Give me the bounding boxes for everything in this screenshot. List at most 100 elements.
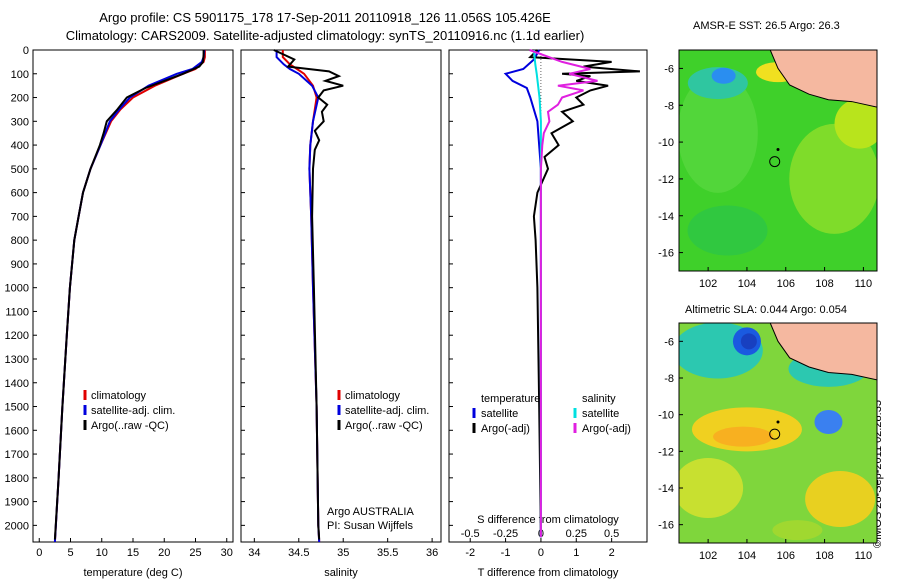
map-x-tick-label: 108 [815, 550, 833, 562]
legend-label: Argo(-adj) [481, 423, 530, 435]
x-tick-label: 10 [96, 547, 108, 559]
sla-map-title: Altimetric SLA: 0.044 Argo: 0.054 [685, 304, 848, 316]
figure-title-line2: Climatology: CARS2009. Satellite-adjuste… [65, 28, 585, 43]
map-x-tick-label: 106 [777, 278, 795, 290]
x-tick-label: 5 [67, 547, 73, 559]
map-x-tick-label: 110 [855, 278, 873, 290]
x-tick-label-s: 0.5 [604, 528, 619, 540]
x-tick-label-s: 0.25 [566, 528, 587, 540]
x-tick-label: 34.5 [288, 547, 309, 559]
map-y-tick-label: -10 [658, 137, 674, 149]
x-tick-label: 36 [426, 547, 438, 559]
map-x-tick-label: 104 [738, 550, 756, 562]
y-tick-label: 700 [11, 211, 29, 223]
sst-patch [711, 67, 736, 84]
x-tick-label-s: -0.25 [493, 528, 518, 540]
map-y-tick-label: -16 [658, 520, 674, 532]
y-tick-label: 100 [11, 69, 29, 81]
legend-label: climatology [91, 390, 147, 402]
map-y-tick-label: -14 [658, 483, 674, 495]
map-sla_map [678, 322, 878, 544]
map-y-tick-label: -6 [664, 63, 674, 75]
map-y-tick-label: -12 [658, 174, 674, 186]
y-tick-label: 200 [11, 93, 29, 105]
legend-label: temperature [481, 393, 540, 405]
y-tick-label: 1900 [5, 497, 29, 509]
x-tick-label: 25 [189, 547, 201, 559]
x-tick-label: 20 [158, 547, 170, 559]
legend-label: climatology [345, 390, 401, 402]
previous-position-marker [776, 420, 780, 424]
sla-patch [772, 520, 823, 541]
y-tick-label: 1100 [5, 306, 29, 318]
map-y-tick-label: -8 [664, 100, 674, 112]
figure-title-line1: Argo profile: CS 5901175_178 17-Sep-2011… [99, 10, 551, 25]
float-annotation: PI: Susan Wijffels [327, 520, 413, 532]
float-position-marker [769, 156, 781, 168]
x-axis-label: salinity [324, 567, 358, 579]
y-tick-label: 800 [11, 235, 29, 247]
x-axis-label: T difference from climatology [478, 567, 619, 579]
sst-patch [789, 123, 877, 234]
series-line-climatology [53, 50, 206, 543]
map-y-tick-label: -10 [658, 410, 674, 422]
legend-label: Argo(-adj) [582, 423, 631, 435]
map-x-tick-label: 102 [699, 278, 717, 290]
map-x-tick-label: 110 [855, 550, 873, 562]
map-field [679, 50, 877, 271]
x-tick-label: 34 [248, 547, 260, 559]
map-x-tick-label: 104 [738, 278, 756, 290]
series-line-temperature-satellite [503, 49, 542, 538]
plot-frame-salinity [240, 49, 442, 543]
sst-patch [679, 72, 758, 193]
y-tick-label: 1000 [5, 283, 29, 295]
sla-patch [679, 458, 744, 518]
y-tick-label: 1600 [5, 425, 29, 437]
series-line-temperature-argo-adj- [528, 49, 640, 538]
sla-patch [814, 410, 843, 434]
series-line-satellite-adj-clim- [275, 50, 321, 543]
sst-patch [687, 205, 768, 256]
map-x-tick-label: 102 [699, 550, 717, 562]
series-line-argo-raw-qc- [53, 50, 205, 540]
land-mass [769, 50, 877, 108]
map-y-tick-label: -12 [658, 446, 674, 458]
x-tick-label: 0 [36, 547, 42, 559]
sla-patch [740, 333, 757, 350]
sla-patch [713, 426, 774, 447]
map-frame [678, 322, 878, 544]
map-y-tick-label: -14 [658, 211, 674, 223]
series-line-argo-raw-qc- [273, 49, 344, 540]
y-tick-label: 1800 [5, 473, 29, 485]
y-tick-label: 1200 [5, 330, 29, 342]
y-tick-label: 1400 [5, 378, 29, 390]
y-tick-label: 400 [11, 140, 29, 152]
y-tick-label: 900 [11, 259, 29, 271]
sst-map-title: AMSR-E SST: 26.5 Argo: 26.3 [693, 20, 840, 32]
x-tick-label: 0 [538, 547, 544, 559]
map-x-tick-label: 108 [815, 278, 833, 290]
y-tick-label: 1500 [5, 402, 29, 414]
y-tick-label: 500 [11, 164, 29, 176]
map-field [679, 323, 877, 543]
legend-label: satellite [582, 408, 619, 420]
x-tick-label: -1 [501, 547, 511, 559]
y-tick-label: 300 [11, 116, 29, 128]
legend-label: satellite-adj. clim. [345, 405, 429, 417]
map-y-tick-label: -8 [664, 373, 674, 385]
x-tick-label: 35 [337, 547, 349, 559]
legend-label: Argo(..raw -QC) [91, 420, 169, 432]
land-mass [769, 323, 877, 381]
legend-label: salinity [582, 393, 616, 405]
x-tick-label: 35.5 [377, 547, 398, 559]
y-tick-label: 1700 [5, 449, 29, 461]
x-tick-label: 30 [221, 547, 233, 559]
plot-frame-temperature [32, 49, 234, 543]
float-position-marker [769, 428, 781, 440]
sla-patch [805, 471, 876, 527]
map-frame [678, 49, 878, 272]
sst-patch [834, 98, 877, 149]
series-line-salinity-argo-adj- [529, 49, 598, 538]
map-x-tick-label: 106 [777, 550, 795, 562]
